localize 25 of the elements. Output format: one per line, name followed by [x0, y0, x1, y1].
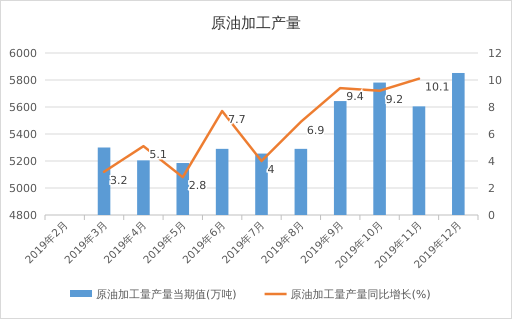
data-label: 4 — [268, 163, 274, 176]
y-tick-label: 5400 — [9, 128, 37, 141]
data-label: 3.2 — [110, 174, 128, 187]
legend-label: 原油加工量产量同比增长(%) — [290, 288, 431, 301]
y2-tick-label: 0 — [488, 209, 495, 222]
y2-tick-label: 10 — [488, 74, 502, 87]
y2-tick-label: 6 — [488, 128, 495, 141]
y-tick-label: 5000 — [9, 182, 37, 195]
y2-tick-label: 8 — [488, 101, 495, 114]
y-tick-label: 5200 — [9, 155, 37, 168]
data-label: 6.9 — [306, 124, 324, 137]
y2-tick-label: 12 — [488, 47, 502, 60]
data-label: 2.8 — [188, 179, 206, 192]
y2-tick-label: 4 — [488, 155, 495, 168]
data-label: 7.7 — [228, 113, 246, 126]
data-label: 9.4 — [346, 90, 364, 104]
data-label: 10.1 — [424, 80, 450, 94]
legend-label: 原油加工量产量当期值(万吨) — [96, 288, 237, 301]
y2-tick-label: 2 — [488, 182, 495, 195]
y-tick-label: 4800 — [9, 209, 37, 222]
y-tick-label: 6000 — [9, 47, 37, 60]
chart-title: 原油加工产量 — [211, 14, 301, 32]
data-label: 9.2 — [386, 92, 404, 106]
y-tick-label: 5800 — [9, 74, 37, 87]
y-tick-label: 5600 — [9, 101, 37, 114]
